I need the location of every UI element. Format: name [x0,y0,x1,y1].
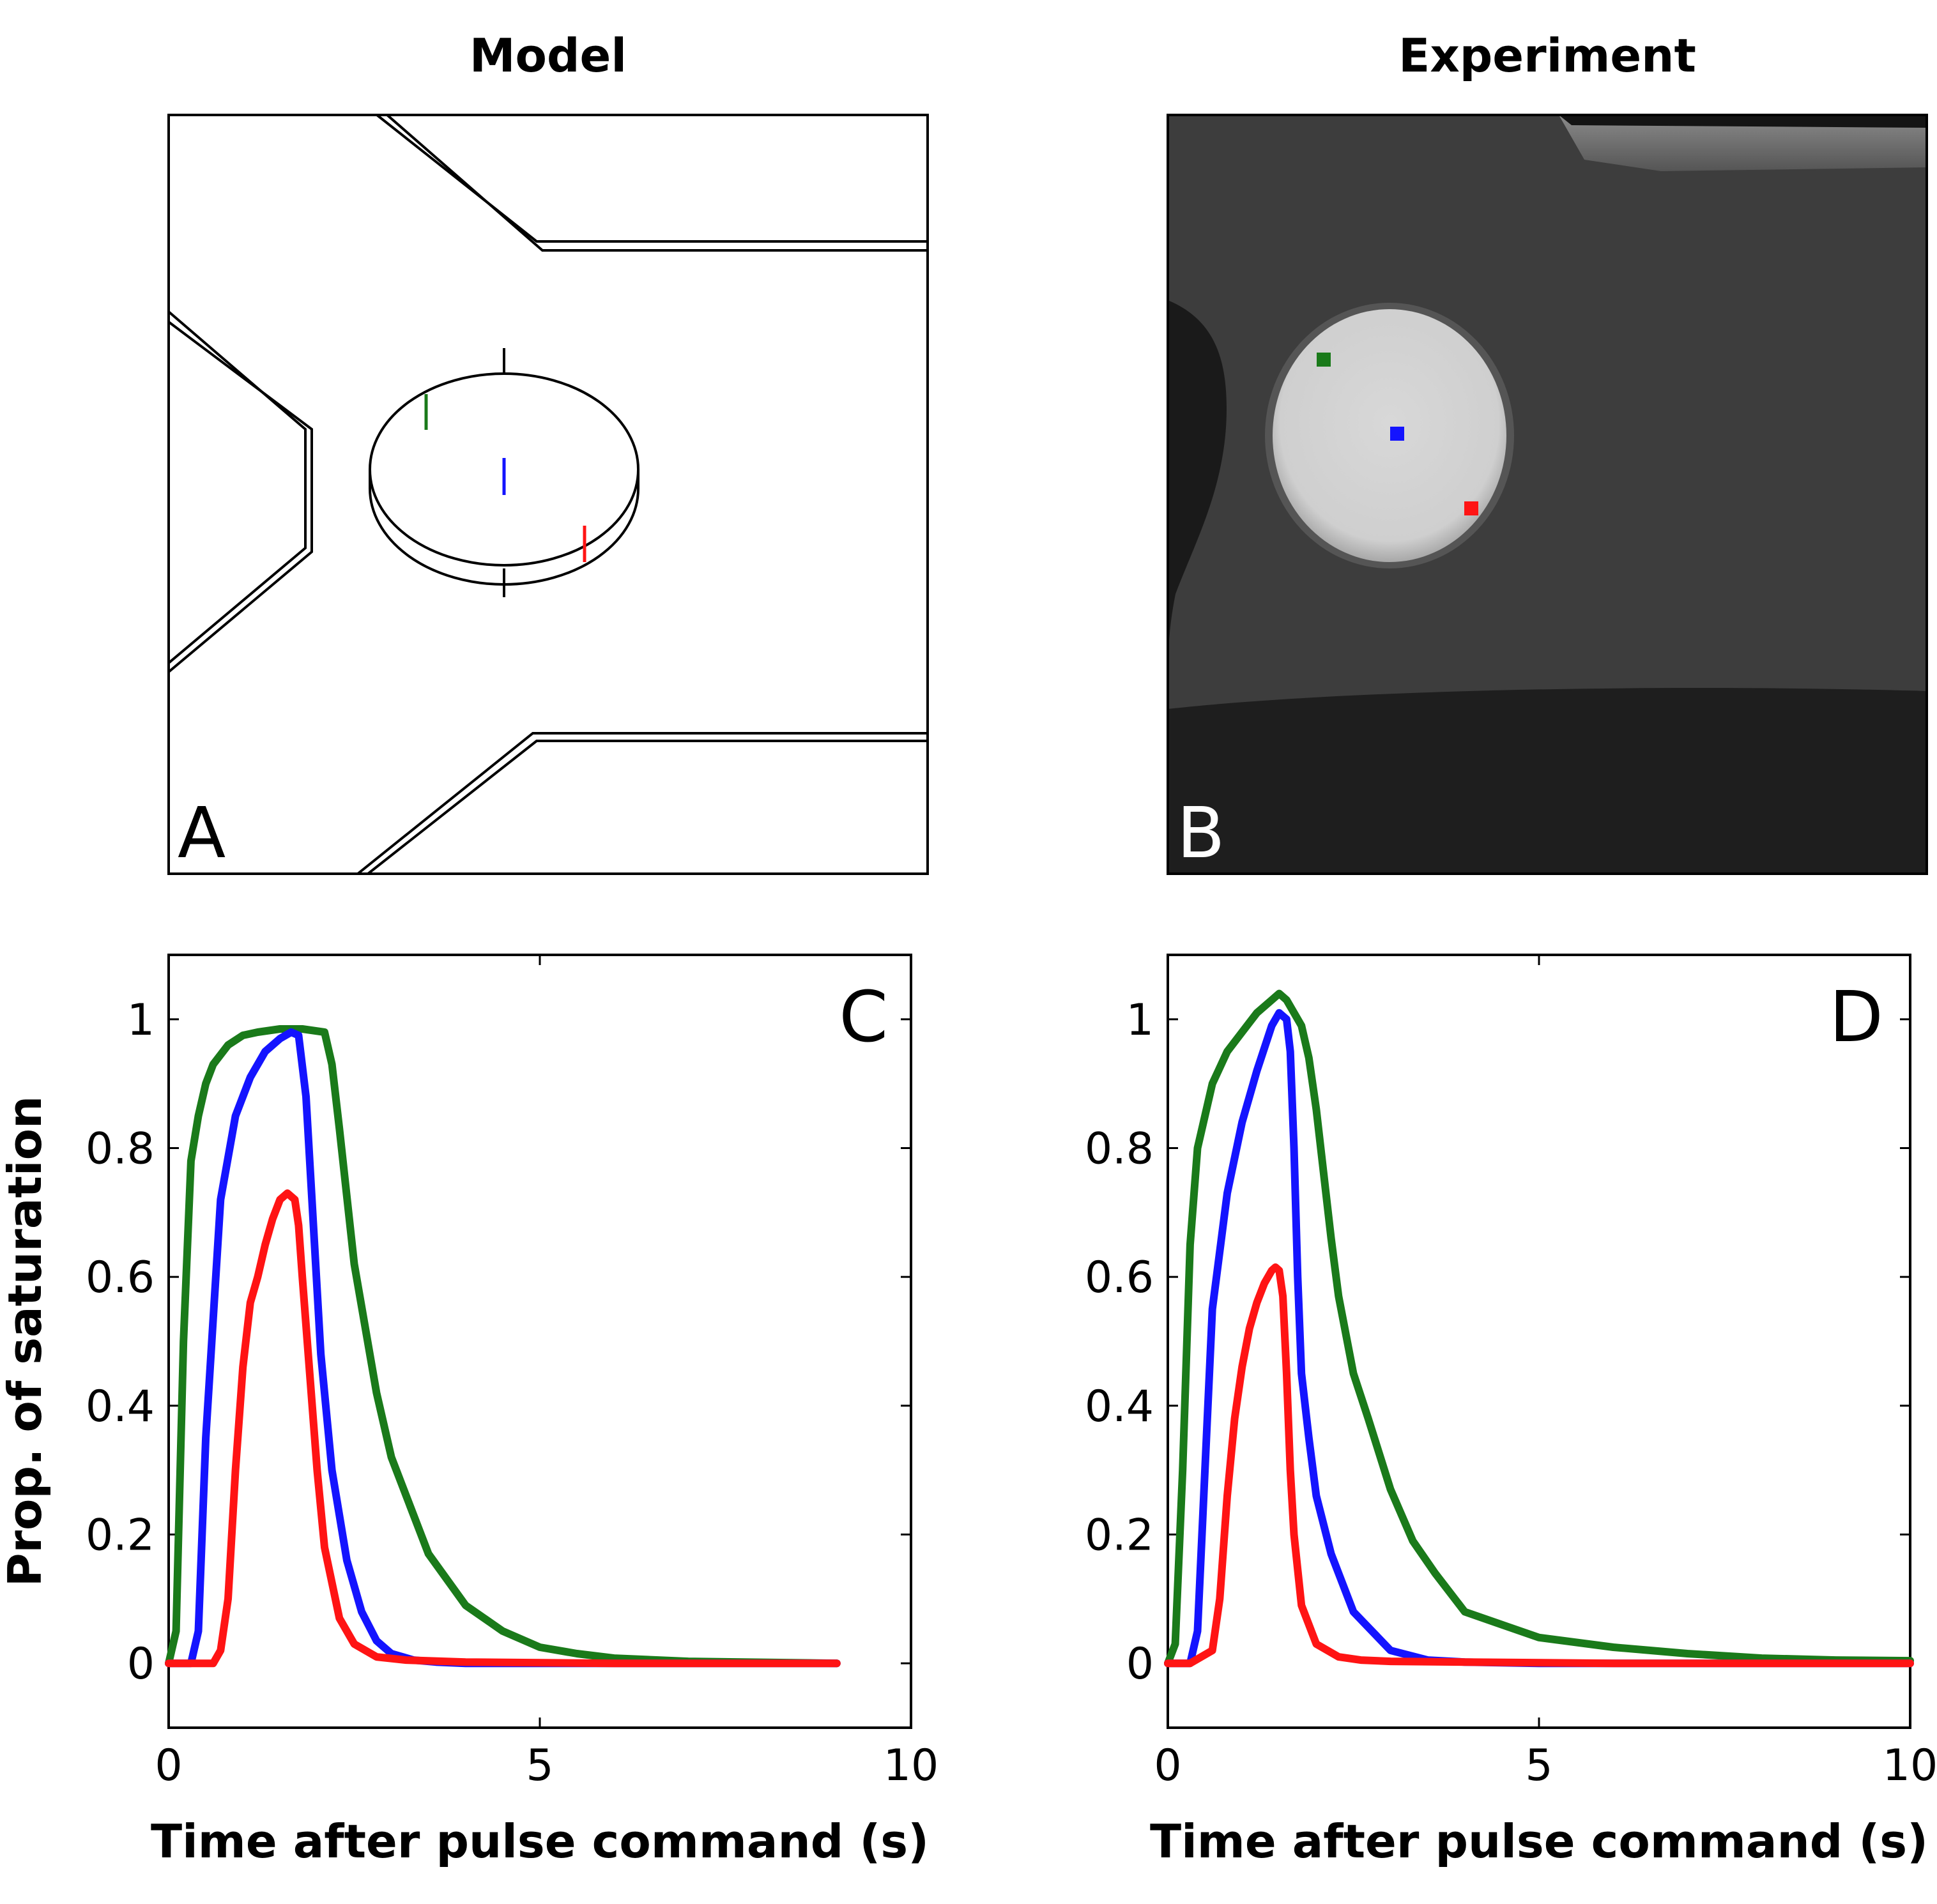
panel-letter-a: A [178,792,226,874]
y-tick-label: 0.8 [86,1124,155,1175]
series-line-red-d [1164,1263,1914,1668]
y-tick-label: 1 [127,995,155,1046]
series-line-red-c [165,1189,841,1668]
x-tick-label: 0 [1154,1740,1181,1791]
y-tick-label: 0.8 [1085,1124,1154,1175]
experiment-title: Experiment [1398,29,1696,82]
y-tick-label: 0.2 [1085,1511,1154,1561]
channel-left-inner [169,321,313,673]
panel-a-model-geometry: A [167,114,929,875]
panel-c-chart: 0 5 10 0 0.2 0.4 0.6 0.8 1 C Time after pulse co… [0,954,938,1868]
panel-letter-b: B [1177,792,1225,874]
y-tick-label: 0.4 [1085,1382,1154,1432]
y-tick-label: 0.4 [86,1382,155,1432]
panel-c-ticks: 0 5 10 0 0.2 0.4 0.6 0.8 1 [86,955,938,1791]
panel-d-xlabel: Time after pulse command (s) [1150,1815,1928,1868]
x-tick-label: 5 [1525,1740,1552,1791]
series-line-green-c [165,1025,841,1668]
panel-a-frame [167,114,929,875]
marker-red-experiment [1464,501,1478,515]
panel-d-series-group [1164,989,1914,1668]
panel-d-ticks: 0 5 10 0 0.2 0.4 0.6 0.8 1 [1085,955,1937,1791]
x-tick-label: 10 [884,1740,939,1791]
panel-d-chart: 0 5 10 0 0.2 0.4 0.6 0.8 1 D Time after pulse co… [1085,954,1937,1868]
photo-left-dark [1168,300,1227,677]
y-tick-label: 0 [1126,1639,1154,1689]
panel-b-experiment-image: B [1167,114,1928,875]
x-tick-label: 0 [155,1740,182,1791]
channel-left-outer [169,310,307,664]
marker-green-experiment [1317,353,1331,367]
photo-bottom-dark [1168,688,1927,874]
channel-top-outer [376,115,928,243]
photo-top-region [1168,115,1927,171]
panel-c-xlabel: Time after pulse command (s) [151,1815,929,1868]
panel-letter-c: C [839,976,888,1058]
well-bright [1273,309,1506,562]
y-tick-label: 0 [127,1639,155,1689]
panel-b-frame [1167,114,1928,875]
x-tick-label: 5 [526,1740,553,1791]
panel-d-axes-box [1167,954,1911,1729]
marker-blue-experiment [1390,427,1404,441]
y-tick-label: 0.6 [86,1253,155,1303]
series-line-green-d [1164,989,1914,1668]
panel-c-ylabel: Prop. of saturation [0,1096,52,1587]
y-tick-label: 1 [1126,995,1154,1046]
channel-bottom-inner [367,740,928,874]
panel-c-axes-box [167,954,912,1729]
x-tick-label: 10 [1883,1740,1937,1791]
photo-top-edge [1559,115,1927,128]
model-title: Model [470,29,627,82]
channel-top-inner [386,115,928,252]
panel-letter-d: D [1829,976,1883,1058]
channel-bottom-outer [356,732,928,874]
series-line-blue-d [1164,1009,1914,1668]
y-tick-label: 0.2 [86,1511,155,1561]
y-tick-label: 0.6 [1085,1253,1154,1303]
panel-c-series-group [165,1025,841,1668]
